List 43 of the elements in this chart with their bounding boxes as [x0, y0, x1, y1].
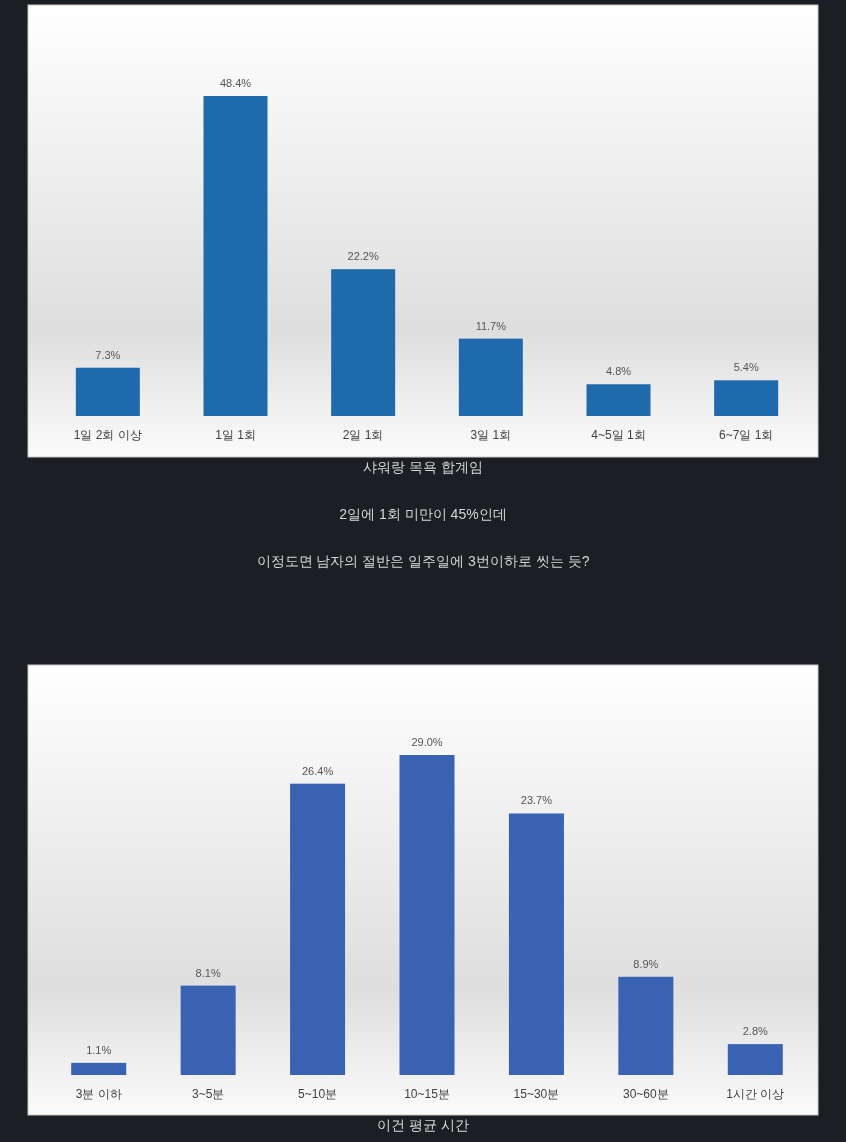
data-label: 2.8% [742, 1025, 769, 1038]
text: 2일에 1회 미만이 45%인데 [339, 505, 507, 522]
data-label: 8.1% [195, 966, 221, 979]
x-tick-label: 15~30분 [513, 1087, 560, 1102]
bar [290, 783, 346, 1075]
bar [618, 976, 674, 1075]
data-label: 23.7% [520, 794, 553, 807]
text: 샤워랑 목욕 합계임 [363, 458, 483, 475]
x-tick-label: 10~15분 [404, 1087, 450, 1102]
data-label: 22.2% [347, 250, 379, 263]
data-label: 7.3% [95, 348, 121, 361]
bar [71, 1062, 127, 1075]
bar [399, 755, 455, 1075]
bar [508, 813, 564, 1075]
data-label: 26.4% [301, 764, 334, 777]
x-tick-label: 1일 1회 [215, 428, 256, 443]
data-label: 4.8% [605, 365, 632, 378]
data-label: 11.7% [475, 319, 507, 332]
x-tick-label: 1일 2회 이상 [73, 428, 142, 443]
data-label: 1.1% [86, 1043, 112, 1056]
data-label: 29.0% [411, 735, 443, 748]
x-tick-label: 1시간 이상 [726, 1087, 785, 1102]
bar [714, 380, 779, 416]
x-tick-label: 3일 1회 [470, 428, 512, 443]
x-tick-label: 2일 1회 [342, 428, 384, 443]
data-label: 8.9% [633, 957, 659, 970]
x-tick-label: 5~10분 [298, 1087, 338, 1102]
bar [331, 269, 396, 416]
bar [75, 367, 140, 416]
x-tick-label: 6~7일 1회 [718, 428, 774, 443]
data-label: 48.4% [219, 76, 252, 89]
x-tick-label: 3분 이하 [75, 1087, 122, 1102]
x-tick-label: 30~60분 [623, 1087, 669, 1102]
x-tick-label: 4~5일 1회 [591, 428, 646, 443]
bar [203, 96, 268, 416]
x-tick-label: 3~5분 [191, 1087, 225, 1102]
bar [586, 384, 651, 416]
bar [727, 1044, 783, 1075]
text: 이정도면 남자의 절반은 일주일에 3번이하로 씻는 듯? [256, 552, 590, 569]
data-label: 5.4% [733, 361, 759, 374]
text: 이건 평균 시간 [377, 1116, 469, 1133]
bar [458, 338, 523, 416]
bar [180, 985, 236, 1075]
